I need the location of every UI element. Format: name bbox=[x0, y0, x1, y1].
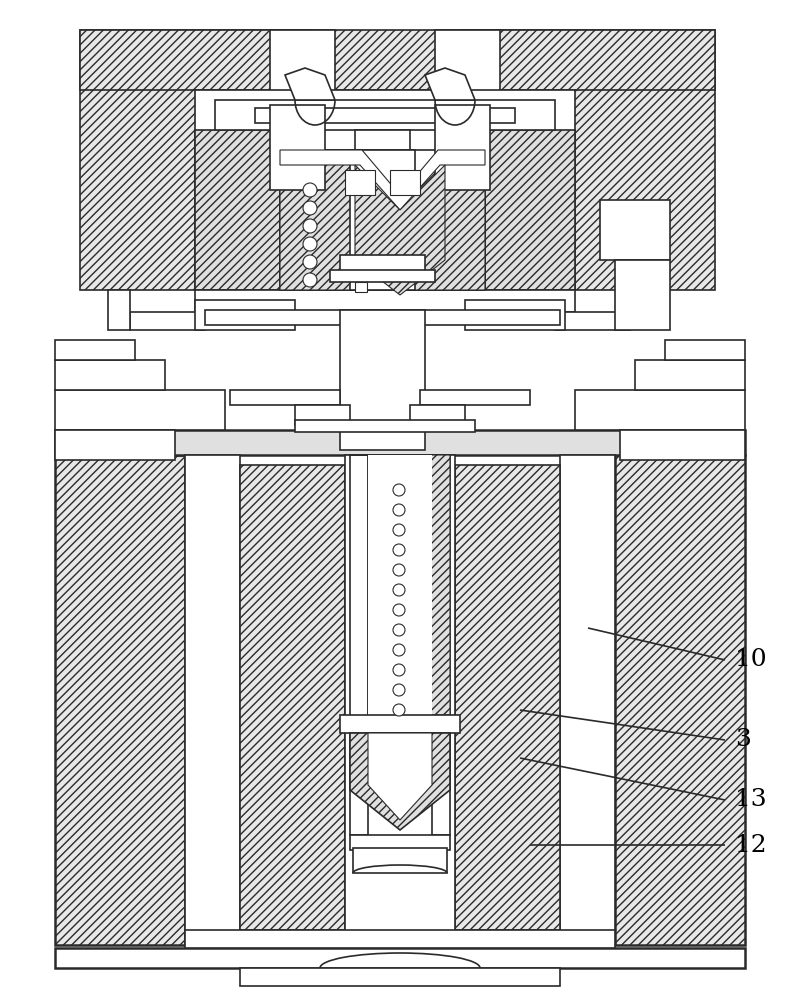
Bar bbox=[460, 30, 715, 290]
Bar bbox=[295, 405, 350, 425]
Circle shape bbox=[393, 704, 405, 716]
Bar bbox=[55, 390, 225, 430]
Bar bbox=[555, 312, 630, 330]
Polygon shape bbox=[355, 165, 445, 295]
Text: 13: 13 bbox=[735, 788, 767, 812]
Bar bbox=[280, 150, 485, 290]
Circle shape bbox=[393, 504, 405, 516]
Circle shape bbox=[303, 255, 317, 269]
Circle shape bbox=[393, 484, 405, 496]
Bar bbox=[195, 90, 575, 290]
Bar bbox=[355, 130, 410, 280]
Bar bbox=[55, 455, 185, 945]
Polygon shape bbox=[350, 733, 450, 830]
Bar bbox=[410, 405, 465, 425]
Bar bbox=[55, 430, 175, 460]
Bar bbox=[195, 290, 575, 312]
Text: 12: 12 bbox=[735, 834, 767, 856]
Bar bbox=[575, 390, 745, 430]
Text: 3: 3 bbox=[735, 728, 751, 752]
Bar bbox=[108, 290, 130, 330]
Polygon shape bbox=[280, 150, 485, 290]
Bar bbox=[55, 360, 165, 390]
Bar bbox=[340, 255, 425, 273]
Polygon shape bbox=[195, 130, 280, 290]
Bar bbox=[455, 465, 560, 930]
Bar bbox=[185, 930, 615, 948]
Bar bbox=[270, 105, 325, 190]
Circle shape bbox=[393, 524, 405, 536]
Circle shape bbox=[393, 644, 405, 656]
Bar bbox=[435, 30, 500, 130]
Bar bbox=[185, 455, 240, 945]
Circle shape bbox=[393, 624, 405, 636]
Circle shape bbox=[393, 584, 405, 596]
Bar bbox=[130, 312, 205, 330]
Polygon shape bbox=[425, 68, 475, 100]
Bar bbox=[350, 455, 368, 835]
Bar bbox=[368, 455, 432, 715]
Bar bbox=[345, 170, 375, 195]
Bar bbox=[665, 340, 745, 360]
Bar bbox=[432, 455, 450, 835]
Circle shape bbox=[303, 237, 317, 251]
Bar bbox=[635, 360, 745, 390]
Bar bbox=[600, 200, 670, 260]
Bar bbox=[615, 455, 745, 945]
Bar bbox=[350, 835, 450, 850]
Bar bbox=[55, 948, 745, 968]
Circle shape bbox=[303, 201, 317, 215]
Bar bbox=[560, 455, 615, 945]
Bar bbox=[230, 390, 340, 405]
Polygon shape bbox=[350, 455, 450, 760]
Polygon shape bbox=[368, 733, 432, 820]
Bar bbox=[80, 30, 715, 90]
Circle shape bbox=[393, 664, 405, 676]
Polygon shape bbox=[280, 150, 485, 210]
Bar bbox=[340, 715, 460, 733]
Bar bbox=[390, 170, 420, 195]
Bar bbox=[465, 300, 565, 330]
Polygon shape bbox=[285, 68, 335, 100]
Bar bbox=[620, 430, 745, 460]
Circle shape bbox=[393, 544, 405, 556]
Bar bbox=[240, 465, 345, 930]
Bar bbox=[345, 455, 455, 945]
Bar bbox=[368, 455, 432, 715]
Polygon shape bbox=[485, 130, 575, 290]
Bar bbox=[353, 848, 447, 873]
Bar bbox=[55, 430, 745, 455]
Bar bbox=[255, 108, 515, 123]
Bar bbox=[340, 310, 425, 450]
Bar bbox=[270, 30, 335, 130]
Bar bbox=[355, 282, 367, 292]
Bar bbox=[80, 30, 310, 290]
Bar bbox=[330, 270, 435, 282]
Circle shape bbox=[393, 564, 405, 576]
Bar bbox=[615, 260, 670, 330]
Bar bbox=[420, 390, 530, 405]
Bar bbox=[215, 100, 555, 130]
Bar bbox=[205, 310, 560, 325]
Circle shape bbox=[303, 273, 317, 287]
Bar bbox=[195, 300, 295, 330]
Bar bbox=[435, 105, 490, 190]
Circle shape bbox=[393, 684, 405, 696]
Text: 10: 10 bbox=[735, 648, 767, 672]
Circle shape bbox=[393, 604, 405, 616]
Bar bbox=[240, 968, 560, 986]
Bar bbox=[350, 150, 415, 290]
Bar bbox=[55, 340, 135, 360]
Circle shape bbox=[303, 219, 317, 233]
Bar bbox=[295, 420, 475, 432]
Circle shape bbox=[303, 183, 317, 197]
